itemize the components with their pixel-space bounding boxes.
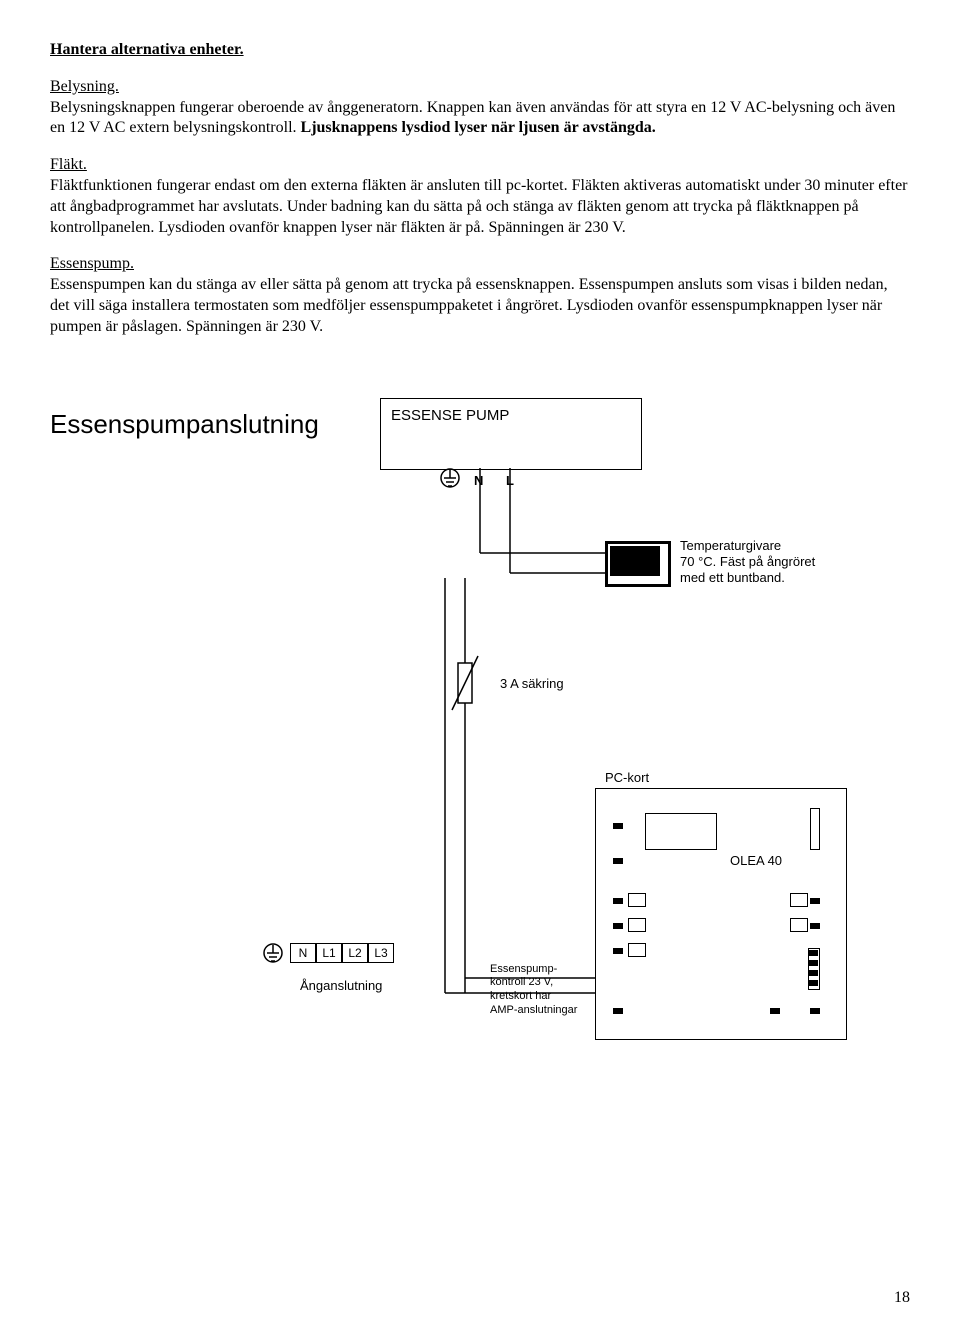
sensor-label: Temperaturgivare 70 °C. Fäst på ångröret… [680,538,815,587]
wiring-diagram: Essenspumpanslutning ESSENSE PUMP [50,378,910,1098]
terminal-l2: L2 [342,943,368,963]
body-essenspump: Essenspumpen kan du stänga av eller sätt… [50,276,888,335]
section-heading-essenspump: Essenspump. [50,255,134,272]
terminal-n: N [290,943,316,963]
section-heading-belysning: Belysning. [50,78,119,95]
hatch1 [628,893,646,907]
pump-n-label: N [474,473,483,489]
hatch2 [628,918,646,932]
olea-label: OLEA 40 [730,853,782,869]
pump-ctrl-label: Essenspump- kontroll 23 V, kretskort har… [490,963,590,1018]
hatch5 [790,918,808,932]
sensor-inner [610,546,660,576]
terminal-l1: L1 [316,943,342,963]
right-conn-1 [810,808,820,850]
body-flakt: Fläktfunktionen fungerar endast om den e… [50,177,908,236]
pc-kort-label: PC-kort [605,770,649,786]
terminal-l3: L3 [368,943,394,963]
pump-l-label: L [506,473,514,489]
hatch4 [790,893,808,907]
olea-sub [645,813,717,850]
section-heading-flakt: Fläkt. [50,156,87,173]
steam-conn-label: Ånganslutning [300,978,382,994]
hatch3 [628,943,646,957]
page-number: 18 [894,1288,910,1309]
body-belysning-bold: Ljusknappens lysdiod lyser när ljusen är… [301,119,656,136]
page-title: Hantera alternativa enheter. [50,40,910,61]
fuse-label: 3 A säkring [500,676,564,692]
